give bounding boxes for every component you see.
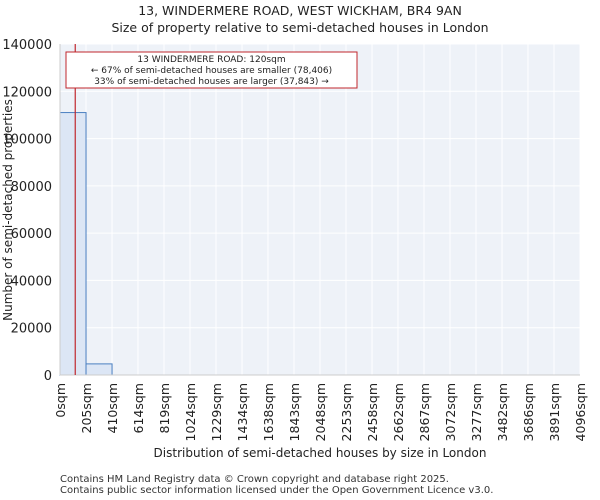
x-tick-label: 1024sqm (183, 383, 198, 441)
y-tick-label: 0 (44, 369, 52, 384)
x-tick-label: 205sqm (79, 383, 94, 433)
annotation-title: 13 WINDERMERE ROAD: 120sqm (137, 55, 285, 65)
x-tick-label: 2048sqm (313, 383, 328, 441)
chart-subtitle: Size of property relative to semi-detach… (111, 20, 488, 35)
annotation-smaller-text: ← 67% of semi-detached houses are smalle… (91, 66, 332, 76)
x-tick-label: 4096sqm (573, 383, 588, 441)
x-tick-label: 819sqm (157, 383, 172, 433)
y-tick-label: 60000 (11, 227, 52, 242)
x-tick-label: 410sqm (105, 383, 120, 433)
x-tick-label: 2253sqm (339, 383, 354, 441)
y-tick-label: 100000 (2, 133, 52, 148)
y-tick-label: 120000 (2, 85, 52, 100)
x-tick-label: 3891sqm (547, 383, 562, 441)
x-tick-label: 2662sqm (391, 383, 406, 441)
footer-line-1: Contains HM Land Registry data © Crown c… (60, 474, 449, 485)
x-tick-label: 1638sqm (261, 383, 276, 441)
histogram-bar (59, 112, 87, 376)
histogram-chart: 13, WINDERMERE ROAD, WEST WICKHAM, BR4 9… (1, 3, 588, 460)
histogram-bar (85, 363, 113, 376)
y-tick-label: 80000 (11, 180, 52, 195)
x-tick-label: 2867sqm (417, 383, 432, 441)
annotation-larger-text: 33% of semi-detached houses are larger (… (94, 77, 329, 87)
x-tick-label: 614sqm (131, 383, 146, 433)
x-tick-label: 3482sqm (495, 383, 510, 441)
x-tick-label: 1229sqm (209, 383, 224, 441)
y-tick-label: 40000 (11, 274, 52, 289)
x-axis-label: Distribution of semi-detached houses by … (154, 446, 487, 460)
x-tick-label: 3072sqm (443, 383, 458, 441)
x-tick-label: 1434sqm (235, 383, 250, 441)
y-tick-label: 20000 (11, 322, 52, 337)
annotation-box (65, 51, 358, 89)
y-axis-label: Number of semi-detached properties (1, 99, 15, 321)
x-tick-label: 2458sqm (365, 383, 380, 441)
x-tick-label: 0sqm (53, 383, 68, 418)
x-tick-label: 3686sqm (521, 383, 536, 441)
chart-title: 13, WINDERMERE ROAD, WEST WICKHAM, BR4 9… (138, 3, 462, 18)
y-tick-label: 140000 (2, 38, 52, 53)
x-tick-label: 3277sqm (469, 383, 484, 441)
footer-line-2: Contains public sector information licen… (60, 485, 494, 496)
plot-area: 0 20000 40000 60000 80000 100000 120000 140000 0… (2, 38, 588, 441)
x-tick-label: 1843sqm (287, 383, 302, 441)
